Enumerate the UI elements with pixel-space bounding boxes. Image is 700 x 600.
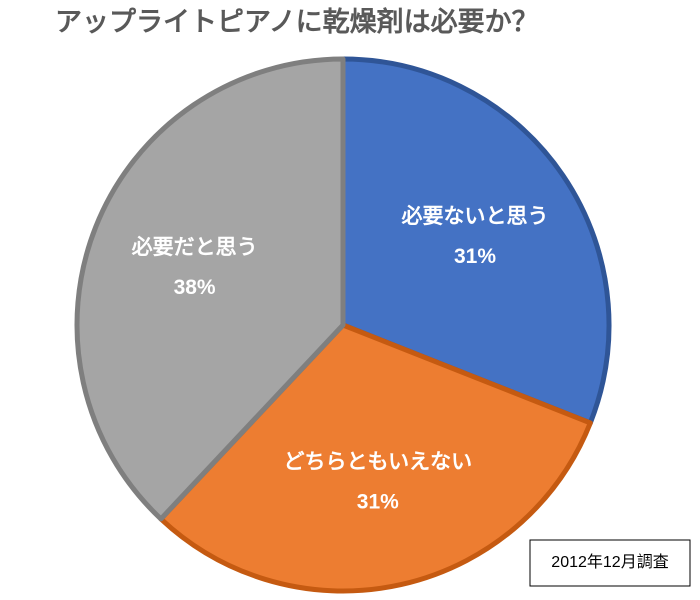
note: 2012年12月調査: [551, 553, 668, 571]
pie-slice: [74, 56, 346, 522]
slice-label: 必要だと思う: [132, 235, 258, 259]
value-label: 38%: [174, 276, 216, 299]
note-box: [529, 539, 691, 587]
pie-slice: [158, 322, 593, 594]
chart-title: アップライトピアノに乾燥剤は必要か？: [55, 6, 539, 37]
value-label: 31%: [454, 245, 496, 268]
slice-label: 必要ないと思う: [402, 204, 549, 228]
value-label: 31%: [357, 490, 399, 513]
slice-label: どちらともいえない: [284, 450, 473, 473]
pie-slice: [340, 56, 612, 426]
